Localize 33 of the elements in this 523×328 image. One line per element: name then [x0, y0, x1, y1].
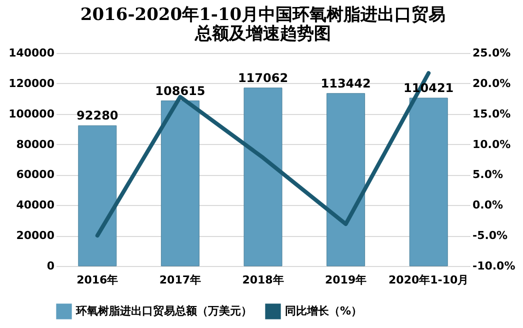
y2-tick-label: -5.0%: [472, 229, 508, 242]
x-tick-label: 2018年: [242, 274, 284, 286]
legend-label: 环氧树脂进出口贸易总额（万美元）: [75, 304, 252, 318]
bar: [326, 93, 366, 266]
bar: [244, 88, 282, 266]
y-tick-label: 140000: [8, 46, 55, 60]
y2-tick-label: -10.0%: [472, 260, 516, 272]
chart-title: 2016-2020年1-10月中国环氧树脂进出口贸易总额及增速趋势图: [80, 5, 446, 44]
y2-tick-label: 15.0%: [472, 107, 511, 120]
x-tick-label: 2017年: [159, 274, 202, 286]
y2-tick-label: 0.0%: [472, 198, 504, 212]
y-tick-label: 120000: [8, 76, 55, 90]
data-label: 92280: [76, 108, 118, 123]
data-label: 113442: [320, 76, 371, 90]
y-tick-label: 60000: [16, 168, 55, 182]
y-tick-label: 40000: [16, 198, 55, 212]
x-tick-label: 2020年1-10月: [388, 274, 469, 286]
y2-tick-label: 5.0%: [472, 168, 504, 182]
y2-tick-label: 20.0%: [472, 76, 511, 90]
bar: [160, 100, 200, 266]
bar: [409, 98, 448, 266]
y-tick-label: 0: [46, 260, 55, 272]
y2-tick-label: 10.0%: [472, 138, 511, 151]
y-tick-label: 80000: [16, 138, 55, 151]
x-tick-label: 2016年: [76, 274, 118, 286]
data-label: 117062: [238, 70, 288, 85]
legend-label: 同比增长（%）: [285, 304, 362, 318]
bar: [78, 125, 117, 266]
x-tick-label: 2019年: [324, 274, 367, 286]
y2-tick-label: 25.0%: [472, 46, 511, 60]
y-tick-label: 100000: [8, 107, 55, 120]
y-tick-label: 20000: [16, 229, 55, 242]
data-label: 108615: [155, 84, 206, 98]
